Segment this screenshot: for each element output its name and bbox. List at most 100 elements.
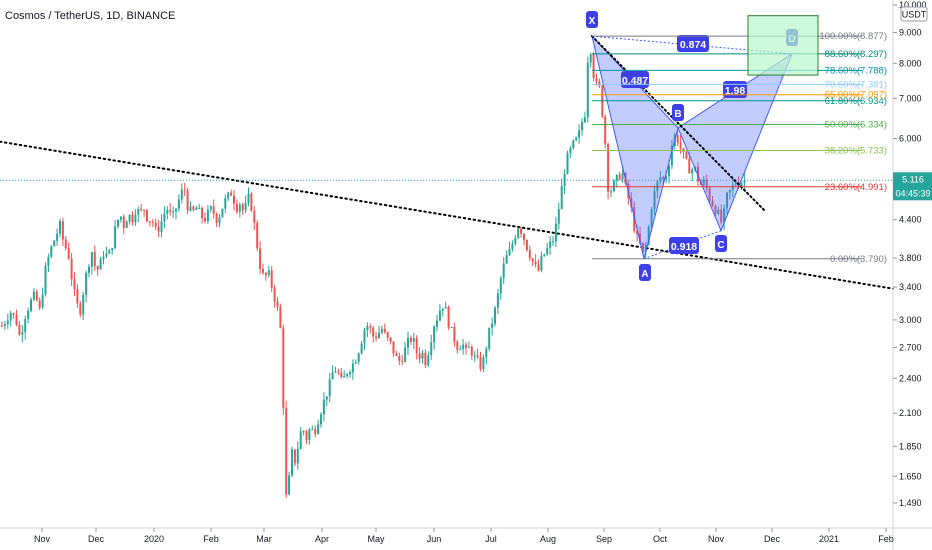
- candle-body: [38, 300, 41, 308]
- candle-body: [453, 327, 456, 342]
- candle-body: [441, 308, 444, 311]
- candle-body: [572, 140, 575, 149]
- candle-body: [35, 291, 38, 301]
- fib-level-label: 38.20%(5.733): [825, 146, 887, 157]
- candle-body: [566, 152, 569, 175]
- candle-body: [726, 192, 728, 209]
- candle-body: [169, 209, 172, 212]
- candle-body: [343, 375, 346, 378]
- candle-body: [691, 169, 694, 174]
- time-tick-label: Sep: [596, 534, 612, 544]
- ratio-label: 0.918: [671, 241, 697, 253]
- candle-body: [557, 209, 560, 224]
- candle-body: [401, 360, 404, 362]
- candle-body: [705, 179, 708, 189]
- candle-body: [424, 352, 427, 366]
- candle-body: [114, 226, 117, 249]
- candle-body: [723, 208, 726, 223]
- candle-body: [714, 205, 717, 214]
- candle-body: [192, 206, 195, 210]
- candle-body: [76, 289, 79, 304]
- fib-level-label: 23.60%(4.991): [825, 182, 887, 193]
- candle-body: [540, 255, 543, 271]
- ratio-marker: [677, 35, 709, 52]
- candle-body: [227, 192, 230, 199]
- currency-badge[interactable]: USDT: [900, 6, 928, 22]
- candle-body: [6, 320, 9, 325]
- candle-body: [322, 399, 325, 415]
- candle-body: [166, 209, 169, 214]
- candle-body: [267, 270, 270, 276]
- candle-body: [331, 372, 334, 380]
- candle-body: [215, 213, 218, 224]
- candle-body: [73, 279, 76, 290]
- price-tick-label: 1.850: [899, 441, 922, 451]
- price-tick-label: 3.800: [899, 253, 922, 263]
- time-tick-label: Feb: [878, 534, 894, 544]
- candle-body: [88, 266, 90, 273]
- chart-title: Cosmos / TetherUS, 1D, BINANCE: [5, 10, 175, 22]
- candle-body: [177, 199, 180, 209]
- candle-body: [697, 167, 699, 182]
- candle-body: [146, 209, 148, 222]
- candle-body: [32, 291, 35, 300]
- candle-body: [467, 347, 470, 349]
- candle-body: [592, 54, 595, 79]
- candle-body: [494, 307, 496, 324]
- candle-body: [563, 174, 566, 187]
- candle-body: [537, 264, 540, 271]
- candle-body: [82, 294, 85, 315]
- current-price-tag: 5.116 04:45:39: [893, 172, 932, 201]
- time-axis[interactable]: Nov Dec 2020 Feb Mar Apr May Jun Jul Aug Sep Oct Nov…: [0, 527, 932, 544]
- fib-level-label: 78.60%(7.788): [825, 65, 887, 76]
- candle-body: [9, 313, 12, 321]
- candle-body: [262, 268, 264, 273]
- point-marker-x: [586, 11, 598, 28]
- candle-body: [105, 253, 108, 257]
- candle-body: [12, 313, 15, 315]
- candle-body: [711, 200, 714, 206]
- time-tick-label: Mar: [256, 534, 272, 544]
- candle-body: [462, 344, 465, 350]
- point-label-b: B: [674, 109, 681, 120]
- candle-body: [221, 208, 224, 218]
- candle-body: [386, 332, 389, 338]
- candle-body: [299, 431, 302, 449]
- candle-body: [499, 278, 502, 294]
- candle-body: [85, 272, 88, 295]
- candle-body: [148, 221, 151, 223]
- candle-body: [206, 209, 209, 222]
- candle-body: [427, 355, 430, 366]
- candle-body: [259, 248, 262, 269]
- candle-body: [291, 449, 293, 476]
- candle-body: [99, 258, 102, 270]
- candle-body: [595, 78, 598, 82]
- time-tick-label: Dec: [88, 534, 105, 544]
- candle-body: [670, 146, 673, 166]
- point-label-x: X: [589, 16, 596, 27]
- candle-body: [444, 306, 447, 309]
- price-tick-label: 4.400: [899, 215, 922, 225]
- candle-body: [720, 209, 723, 223]
- candle-body: [517, 228, 520, 238]
- candle-body: [235, 203, 238, 212]
- candle-body: [731, 184, 734, 190]
- candle-body: [511, 243, 514, 250]
- candle-body: [734, 183, 737, 185]
- candle-body: [346, 374, 349, 376]
- candle-body: [612, 180, 615, 192]
- price-axis[interactable]: 10.000 9.000 8.000 7.000 6.000 4.400 3.800 3.40…: [892, 0, 927, 550]
- candle-body: [334, 371, 337, 373]
- candle-body: [195, 208, 198, 210]
- candle-body: [433, 326, 436, 343]
- candle-body: [122, 216, 125, 228]
- candle-body: [351, 363, 354, 373]
- candle-body: [340, 372, 343, 378]
- candle-body: [238, 204, 241, 212]
- candle-body: [79, 303, 82, 315]
- fib-level-label: 100.00%(8.877): [819, 31, 887, 42]
- candle-body: [41, 294, 44, 308]
- candle-body: [61, 221, 64, 240]
